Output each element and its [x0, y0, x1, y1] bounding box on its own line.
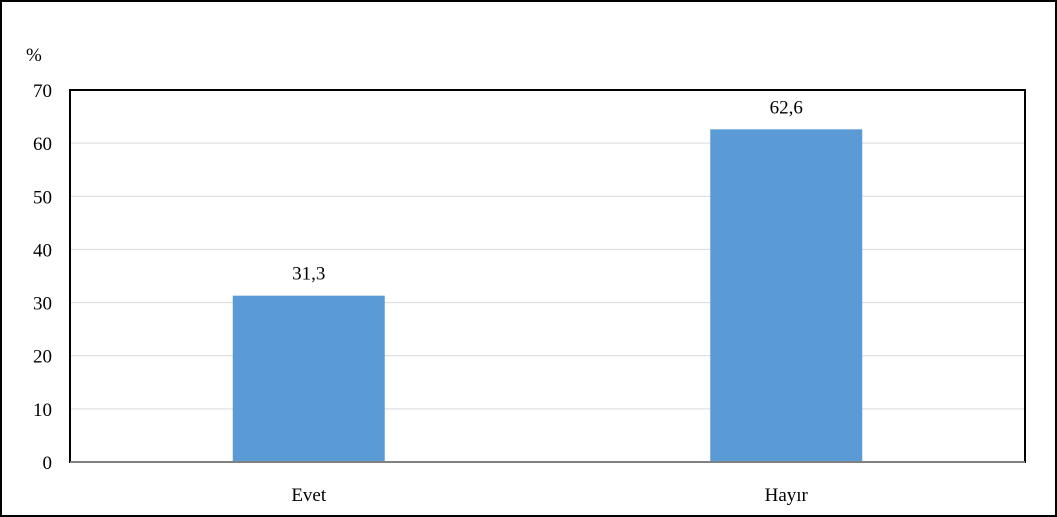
gridlines [70, 142, 1025, 410]
bar [710, 129, 863, 462]
y-tick-label: 30 [33, 294, 52, 315]
y-axis-label: % [26, 45, 42, 66]
y-axis-ticks: 0 10 20 30 40 50 60 70 [33, 81, 52, 474]
y-tick-label: 50 [33, 187, 52, 208]
data-label: 62,6 [770, 97, 803, 118]
x-tick-label: Evet [291, 485, 327, 506]
y-tick-label: 40 [33, 240, 52, 261]
y-tick-label: 10 [33, 400, 52, 421]
bars [232, 129, 863, 462]
x-tick-label: Hayır [765, 485, 809, 506]
data-labels: 31,3 62,6 [292, 97, 803, 284]
data-label: 31,3 [292, 264, 325, 285]
y-tick-label: 60 [33, 134, 52, 155]
bar [232, 295, 385, 462]
y-tick-label: 20 [33, 347, 52, 368]
y-tick-label: 70 [33, 81, 52, 102]
y-tick-label: 0 [43, 453, 53, 474]
x-axis-ticks: Evet Hayır [291, 485, 808, 506]
plot-area-border [69, 89, 1026, 463]
